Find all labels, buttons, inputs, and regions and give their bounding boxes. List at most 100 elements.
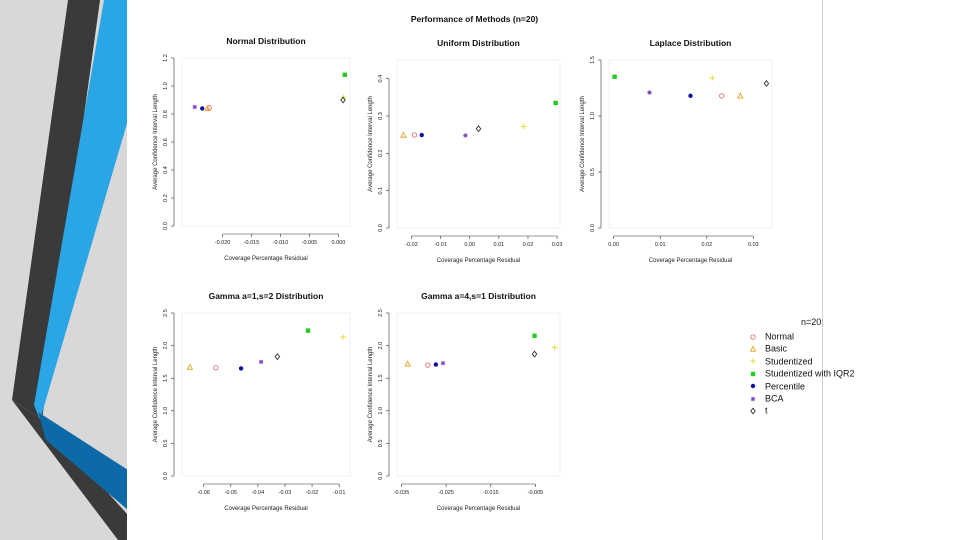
plot-frame: [181, 312, 351, 477]
legend-item-t: t: [745, 404, 895, 416]
legend-marker: [750, 407, 756, 415]
data-point-studentized-with-iqr2: [532, 333, 537, 339]
data-point-percentile: [419, 132, 424, 138]
plot-frame: [396, 312, 561, 477]
stripe-dark-lower: [12, 400, 128, 540]
y-tick-label: 0.0: [378, 224, 384, 232]
plots-canvas: Normal Distribution 0.0 0.2 0.4 0.6 0.8 1.0 1.2…: [153, 36, 773, 512]
x-tick-label: 0.01: [494, 242, 505, 248]
x-tick-label: -0.06: [197, 490, 210, 496]
x-tick-label: 0.03: [748, 242, 759, 248]
legend-marker: [750, 358, 756, 365]
plot-panel-3: Laplace Distribution 0.0 0.5 1.0 1.5 Average …: [580, 38, 773, 264]
data-point-normal: [213, 365, 219, 371]
y-axis-label: Average Confidence Interval Length: [580, 96, 586, 192]
x-tick-label: -0.02: [405, 242, 418, 248]
x-tick-label: 0.00: [608, 242, 619, 248]
data-point-t: [475, 125, 482, 133]
data-point-normal: [719, 93, 725, 99]
y-tick-label: 1.0: [163, 407, 169, 415]
plot-frame: [181, 57, 351, 227]
x-tick-label: -0.015: [483, 490, 499, 496]
y-tick-label: 0.1: [378, 187, 384, 195]
figure-panel: Performance of Methods (n=20) Normal Dis…: [127, 0, 855, 540]
x-tick-label: -0.03: [279, 490, 292, 496]
legend-items: Normal Basic Studentized Studentized wit…: [745, 330, 895, 417]
y-tick-label: 0.5: [590, 168, 596, 176]
legend-marker: [750, 383, 756, 389]
y-tick-label: 1.5: [163, 374, 169, 382]
x-tick-label: -0.01: [434, 242, 447, 248]
data-point-bca: [440, 361, 446, 366]
legend-marker: [750, 396, 756, 401]
plus-icon: [745, 355, 765, 367]
legend-title: n=20: [801, 317, 822, 327]
data-point-t: [274, 353, 281, 361]
data-point-t: [763, 79, 770, 88]
legend-marker: [750, 371, 756, 376]
x-axis-label: Coverage Percentage Residual: [224, 506, 307, 512]
plot-title: Laplace Distribution: [650, 38, 732, 48]
stripe-blue: [34, 0, 128, 420]
x-tick-label: -0.025: [438, 490, 454, 496]
y-tick-label: 1.5: [590, 56, 596, 64]
diamond-open-icon: [745, 405, 765, 417]
data-point-percentile: [433, 362, 439, 367]
plot-panel-4: Gamma a=1,s=2 Distribution 0.0 0.5 1.0 1.5 2.…: [153, 291, 351, 512]
data-point-percentile: [238, 366, 244, 371]
y-tick-label: 0.0: [163, 222, 169, 230]
data-point-bca: [258, 359, 264, 365]
y-axis-label: Average Confidence Interval Length: [368, 347, 374, 443]
data-point-studentized: [551, 344, 558, 351]
x-tick-label: 0.00: [464, 242, 475, 248]
y-tick-label: 1.0: [378, 407, 384, 415]
figure-title: Performance of Methods (n=20): [410, 14, 539, 24]
x-axis-label: Coverage Percentage Residual: [224, 256, 307, 262]
data-point-studentized-with-iqr2: [553, 100, 558, 106]
y-tick-label: 2.0: [378, 342, 384, 350]
data-point-basic: [400, 131, 407, 138]
data-point-basic: [186, 363, 194, 370]
y-tick-label: 2.5: [163, 309, 169, 317]
data-point-percentile: [688, 93, 693, 99]
x-tick-label: -0.015: [244, 240, 260, 246]
x-tick-label: -0.035: [394, 490, 410, 496]
y-tick-label: 2.5: [378, 309, 384, 317]
x-axis-label: Coverage Percentage Residual: [649, 258, 732, 264]
y-tick-label: 0.4: [163, 166, 169, 174]
y-tick-label: 0.5: [378, 440, 384, 448]
x-tick-label: 0.000: [332, 240, 346, 246]
y-tick-label: 1.5: [378, 374, 384, 382]
y-tick-label: 0.2: [163, 194, 169, 202]
circle-filled-icon: [745, 380, 765, 392]
y-tick-label: 0.0: [590, 224, 596, 232]
legend-item-percentile: Percentile: [745, 380, 895, 392]
y-axis-label: Average Confidence Interval Length: [368, 96, 374, 192]
legend: n=20 Normal Basic Studentized Studentize…: [745, 317, 895, 417]
y-axis-label: Average Confidence Interval Length: [153, 94, 159, 190]
y-tick-label: 2.0: [163, 342, 169, 350]
plot-frame: [396, 59, 561, 229]
y-tick-label: 0.4: [378, 75, 384, 83]
circle-open-icon: [745, 331, 765, 343]
y-tick-label: 0.0: [378, 472, 384, 480]
x-tick-label: -0.05: [225, 490, 238, 496]
plot-panel-2: Uniform Distribution 0.0 0.1 0.2 0.3 0.4 Avera…: [368, 38, 562, 264]
data-point-normal: [425, 362, 431, 368]
plot-title: Gamma a=4,s=1 Distribution: [421, 291, 536, 301]
stripe-navy: [38, 412, 128, 510]
slide-divider: [822, 0, 823, 540]
data-point-basic: [737, 92, 744, 99]
plot-title: Gamma a=1,s=2 Distribution: [209, 291, 324, 301]
data-point-studentized: [520, 123, 527, 130]
x-tick-label: -0.01: [333, 490, 346, 496]
x-tick-label: -0.02: [306, 490, 319, 496]
data-point-bca: [463, 133, 468, 138]
square-filled-icon: [745, 368, 765, 380]
plot-title: Uniform Distribution: [437, 38, 520, 48]
legend-marker: [749, 345, 757, 352]
data-point-bca: [647, 90, 652, 95]
data-point-studentized-with-iqr2: [612, 74, 617, 79]
x-axis-label: Coverage Percentage Residual: [437, 506, 520, 512]
y-tick-label: 1.0: [590, 112, 596, 120]
